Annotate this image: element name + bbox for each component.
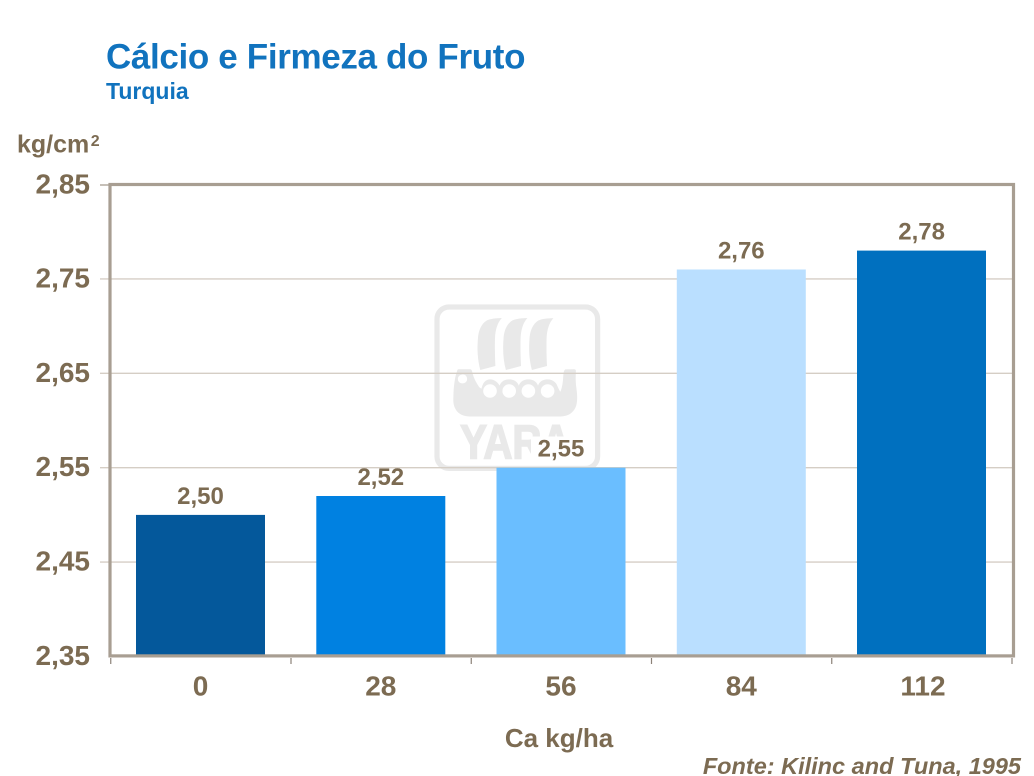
svg-text:2,50: 2,50 [177,483,224,510]
svg-text:2,75: 2,75 [36,262,91,293]
svg-text:2,55: 2,55 [36,451,91,482]
svg-text:2,55: 2,55 [538,436,585,463]
svg-text:2,35: 2,35 [36,640,91,671]
svg-text:0: 0 [193,671,209,702]
svg-text:2,52: 2,52 [357,464,404,491]
svg-text:2,45: 2,45 [36,546,91,577]
svg-text:kg/cm2: kg/cm2 [17,131,100,159]
svg-text:2,85: 2,85 [36,169,91,200]
svg-text:2,65: 2,65 [36,357,91,388]
svg-text:84: 84 [726,671,758,702]
svg-text:Ca kg/ha: Ca kg/ha [505,723,614,753]
svg-text:28: 28 [365,671,396,702]
svg-text:Turquia: Turquia [106,78,189,104]
svg-text:Cálcio e Firmeza do Fruto: Cálcio e Firmeza do Fruto [106,38,525,77]
svg-text:2,78: 2,78 [898,219,945,246]
svg-text:112: 112 [900,671,945,702]
svg-text:2,76: 2,76 [718,238,765,265]
svg-text:Fonte: Kilinc and Tuna, 1995: Fonte: Kilinc and Tuna, 1995 [703,753,1022,776]
svg-text:56: 56 [545,671,576,702]
